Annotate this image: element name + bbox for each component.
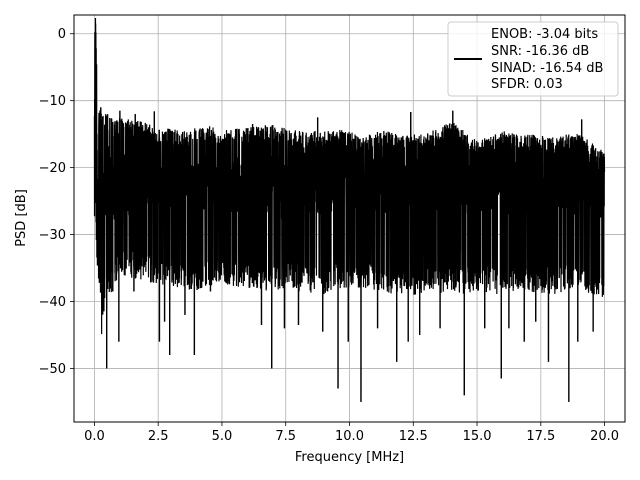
y-axis-label: PSD [dB] (14, 189, 29, 247)
y-tick-label: 0 (58, 27, 66, 42)
legend: ENOB: -3.04 bits SNR: -16.36 dB SINAD: -… (447, 21, 619, 97)
x-tick-label: 0.0 (84, 429, 105, 444)
x-tick-label: 12.5 (399, 429, 428, 444)
legend-entry-sfdr: SFDR: 0.03 (491, 77, 563, 92)
x-tick-label: 2.5 (148, 429, 169, 444)
x-tick-label: 10.0 (335, 429, 364, 444)
x-tick-label: 15.0 (463, 429, 492, 444)
x-axis-label: Frequency [MHz] (295, 450, 404, 465)
x-tick-label: 20.0 (590, 429, 619, 444)
x-tick-label: 5.0 (212, 429, 233, 444)
x-axis: 0.0 2.5 5.0 7.5 10.0 12.5 15.0 17.5 20.0 (84, 422, 619, 444)
legend-entry-snr: SNR: -16.36 dB (491, 44, 589, 59)
legend-entry-sinad: SINAD: -16.54 dB (491, 61, 603, 76)
y-tick-label: −30 (39, 228, 66, 243)
legend-entry-enob: ENOB: -3.04 bits (491, 27, 598, 42)
y-axis: 0 −10 −20 −30 −40 −50 (39, 27, 74, 377)
y-tick-label: −10 (39, 94, 66, 109)
x-tick-label: 7.5 (275, 429, 296, 444)
y-tick-label: −20 (39, 161, 66, 176)
plot-area (93, 18, 606, 402)
y-tick-label: −40 (39, 295, 66, 310)
legend-box (447, 21, 619, 97)
x-tick-label: 17.5 (526, 429, 555, 444)
psd-line (93, 18, 606, 402)
y-tick-label: −50 (39, 362, 66, 377)
